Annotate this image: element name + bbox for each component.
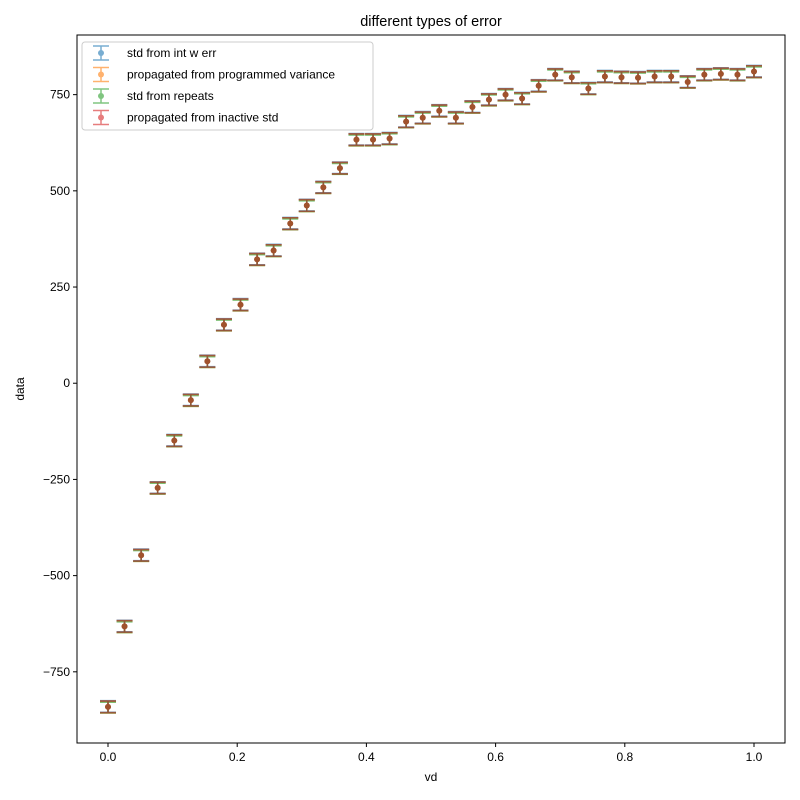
x-tick-label: 0.2	[229, 750, 246, 764]
data-point	[502, 91, 509, 98]
x-tick-label: 0.8	[616, 750, 633, 764]
plot-area	[100, 64, 762, 714]
errorbar-marker-icon	[93, 66, 109, 83]
data-point	[568, 74, 575, 81]
data-point	[154, 484, 161, 491]
y-tick-label: −750	[43, 665, 70, 679]
errorbar-marker-icon	[93, 109, 109, 126]
legend-entry: propagated from programmed variance	[93, 66, 335, 83]
data-point	[734, 71, 741, 78]
data-point	[386, 135, 393, 142]
data-point	[717, 70, 724, 77]
legend-label: propagated from inactive std	[127, 111, 278, 125]
data-point	[552, 71, 559, 78]
errorbar-marker-icon	[93, 88, 109, 104]
data-point	[270, 247, 277, 254]
y-axis: −750 −500 −250 0 250 500 750	[43, 88, 77, 679]
data-point	[353, 136, 360, 143]
data-point	[138, 552, 145, 559]
y-tick-label: 0	[63, 376, 70, 390]
y-tick-label: 250	[50, 280, 70, 294]
data-point	[535, 82, 542, 89]
errorbar-series	[100, 65, 762, 714]
axes-frame	[76, 34, 786, 744]
data-point	[469, 103, 476, 110]
data-point	[668, 73, 675, 80]
x-axis-label: vd	[425, 770, 438, 784]
data-point	[336, 165, 343, 172]
data-point	[519, 95, 526, 102]
legend-box	[81, 41, 374, 131]
data-point	[370, 136, 377, 143]
data-point	[287, 220, 294, 227]
legend-entry: std from repeats	[93, 88, 214, 104]
y-tick-label: 500	[50, 184, 70, 198]
data-point	[750, 68, 757, 75]
data-point	[303, 202, 310, 209]
data-point	[485, 96, 492, 103]
data-point	[254, 256, 261, 263]
data-point	[684, 78, 691, 85]
x-tick-label: 0.4	[358, 750, 375, 764]
legend-label: std from repeats	[127, 89, 214, 103]
data-point	[601, 73, 608, 80]
data-point	[419, 114, 426, 121]
data-point	[171, 437, 178, 444]
y-tick-label: −500	[43, 569, 70, 583]
legend-label: propagated from programmed variance	[127, 68, 335, 82]
chart-title: different types of error	[360, 14, 502, 30]
y-axis-label: data	[13, 377, 27, 401]
data-point	[237, 301, 244, 308]
y-tick-label: 750	[50, 88, 70, 102]
legend-entry: std from int w err	[93, 45, 216, 61]
data-point	[187, 397, 194, 404]
legend-label: std from int w err	[127, 46, 216, 60]
data-point	[651, 73, 658, 80]
data-point	[121, 623, 128, 630]
x-tick-label: 0.0	[100, 750, 117, 764]
data-point	[105, 703, 112, 710]
data-points	[100, 65, 762, 714]
errorbar-series	[100, 65, 762, 714]
errorbar-series	[100, 64, 762, 713]
data-point	[320, 184, 327, 191]
data-point	[701, 71, 708, 78]
y-tick-label: −250	[43, 472, 70, 486]
data-point	[204, 358, 211, 365]
data-point	[403, 118, 410, 125]
legend-entry: propagated from inactive std	[93, 109, 278, 126]
data-point	[585, 85, 592, 92]
errorbar-marker-icon	[93, 45, 109, 61]
data-point	[436, 107, 443, 114]
x-tick-label: 1.0	[746, 750, 763, 764]
data-point	[635, 74, 642, 81]
data-point	[452, 114, 459, 121]
x-axis: 0.0 0.2 0.4 0.6 0.8 1.0	[100, 743, 763, 764]
x-tick-label: 0.6	[487, 750, 504, 764]
legend: std from int w err propagated from progra…	[81, 41, 374, 131]
errorbar-series	[100, 66, 762, 714]
data-point	[618, 74, 625, 81]
data-point	[220, 321, 227, 328]
